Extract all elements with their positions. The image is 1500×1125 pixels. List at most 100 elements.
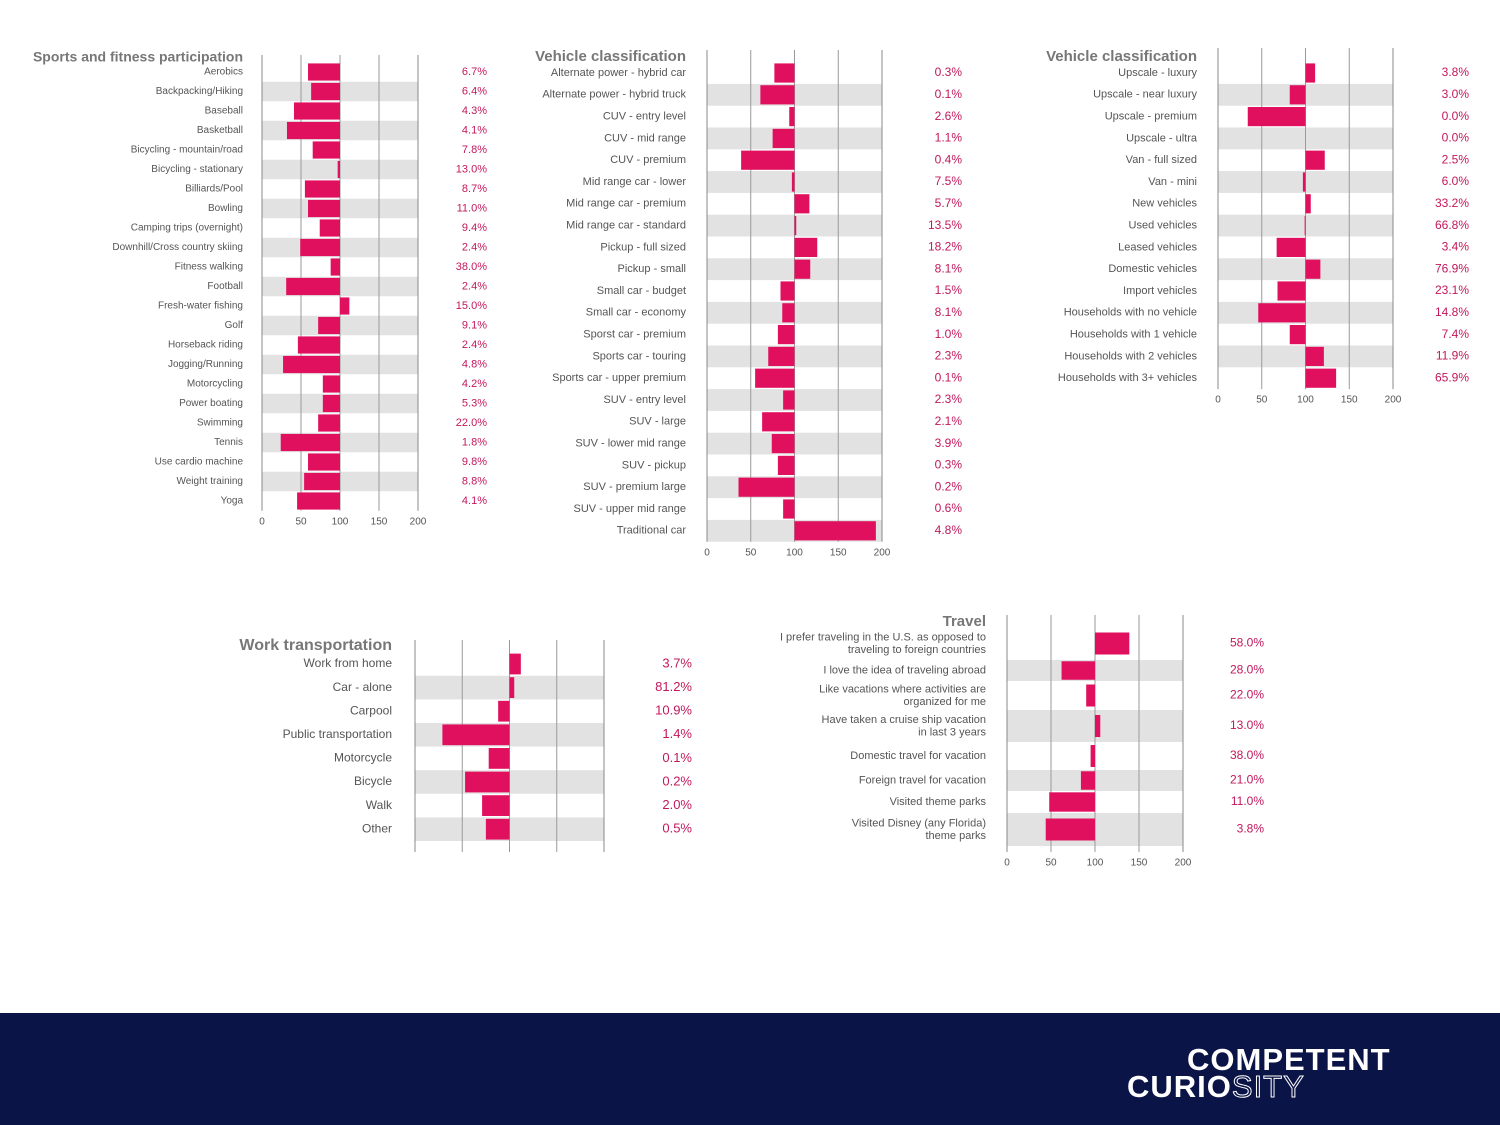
bar [1305, 346, 1324, 366]
category-label: Small car - budget [597, 285, 686, 297]
category-label: Van - full sized [1126, 154, 1197, 166]
bar [791, 172, 795, 192]
bar [308, 199, 340, 218]
share-label: 11.9% [1436, 349, 1469, 363]
share-label: 2.6% [935, 109, 963, 123]
bar [1258, 303, 1306, 323]
category-label: Camping trips (overnight) [131, 223, 243, 234]
share-label: 4.1% [462, 124, 487, 136]
x-tick-label: 0 [1215, 395, 1221, 406]
bar [771, 434, 795, 454]
bar [286, 121, 340, 140]
x-tick-label: 0 [259, 516, 265, 527]
category-label: Bowling [208, 203, 243, 214]
share-label: 1.4% [662, 726, 692, 741]
category-label: Walk [366, 798, 393, 812]
category-label: Swimming [197, 418, 243, 429]
category-label: Bicycling - mountain/road [131, 145, 243, 156]
bar [780, 281, 795, 301]
bar [1095, 632, 1130, 655]
share-label: 28.0% [1230, 663, 1264, 677]
bar [755, 368, 795, 388]
share-label: 2.3% [935, 392, 963, 406]
share-label: 58.0% [1230, 636, 1264, 650]
share-label: 13.5% [928, 218, 962, 232]
share-label: 4.8% [935, 523, 963, 537]
x-tick-label: 50 [295, 516, 307, 527]
x-tick-label: 150 [1131, 858, 1148, 869]
category-label: Backpacking/Hiking [156, 86, 243, 97]
category-label: Basketball [197, 125, 243, 136]
category-label: Pickup - small [618, 263, 686, 275]
bar [312, 141, 340, 159]
share-label: 13.0% [456, 163, 487, 175]
share-label: 3.9% [935, 436, 963, 450]
share-label: 11.0% [1231, 794, 1264, 808]
category-label: Billiards/Pool [185, 184, 243, 195]
bar [293, 102, 340, 120]
share-label: 7.4% [1442, 327, 1470, 341]
share-label: 1.8% [462, 436, 487, 448]
share-label: 6.4% [462, 85, 487, 97]
bar [308, 453, 340, 471]
share-label: 3.0% [1442, 87, 1470, 101]
share-label: 65.9% [1435, 370, 1469, 384]
category-label: Motorcycling [187, 379, 243, 390]
share-label: 10.9% [655, 703, 692, 718]
share-label: 76.9% [1435, 261, 1469, 275]
share-label: 13.0% [1230, 718, 1264, 732]
bar [794, 194, 810, 214]
category-label: SUV - upper mid range [574, 503, 687, 515]
bar [465, 771, 510, 793]
bar [318, 414, 340, 432]
bar [1095, 715, 1101, 737]
category-label: Work from home [304, 656, 393, 670]
logo-top: COMPETENT [1187, 1042, 1391, 1077]
bar [1045, 818, 1095, 841]
category-label: Alternate power - hybrid car [551, 67, 686, 79]
category-label: Upscale - premium [1105, 111, 1197, 123]
bar [738, 477, 795, 497]
x-tick-label: 150 [371, 516, 388, 527]
share-label: 9.8% [462, 456, 487, 468]
bar [783, 499, 795, 519]
logo-outline: SITY [1232, 1069, 1305, 1104]
share-label: 1.0% [935, 327, 963, 341]
chart-title: Work transportation [239, 637, 392, 654]
share-label: 0.2% [662, 773, 692, 788]
share-label: 4.1% [462, 495, 487, 507]
category-label: Bicycling - stationary [151, 164, 243, 175]
category-label: Traditional car [617, 525, 687, 537]
share-label: 1.1% [935, 131, 963, 145]
bar [1289, 85, 1306, 105]
bar [297, 492, 340, 510]
category-label: Aerobics [204, 67, 243, 78]
bar [300, 238, 340, 257]
category-label: Football [207, 281, 243, 292]
bar [1302, 172, 1306, 192]
share-label: 2.4% [462, 280, 487, 292]
share-label: 2.5% [1442, 152, 1470, 166]
category-label: Bicycle [354, 774, 392, 788]
bar [509, 677, 515, 698]
share-label: 22.0% [456, 417, 487, 429]
bar [783, 390, 795, 410]
category-label: Jogging/Running [168, 359, 243, 370]
bar [280, 433, 340, 452]
category-label: SUV - large [629, 416, 686, 428]
category-label: Car - alone [333, 680, 393, 694]
chart-title: Vehicle classification [535, 48, 686, 65]
share-label: 3.7% [662, 655, 692, 670]
category-label: Upscale - near luxury [1093, 89, 1197, 101]
share-label: 6.0% [1442, 174, 1470, 188]
category-label: Have taken a cruise ship vacation in last… [822, 714, 987, 739]
share-label: 2.0% [662, 797, 692, 812]
share-label: 33.2% [1435, 196, 1469, 210]
category-label: Van - mini [1148, 176, 1197, 188]
bar [283, 355, 340, 374]
share-label: 14.8% [1435, 305, 1469, 319]
share-label: 0.3% [935, 65, 963, 79]
bar [311, 82, 340, 101]
